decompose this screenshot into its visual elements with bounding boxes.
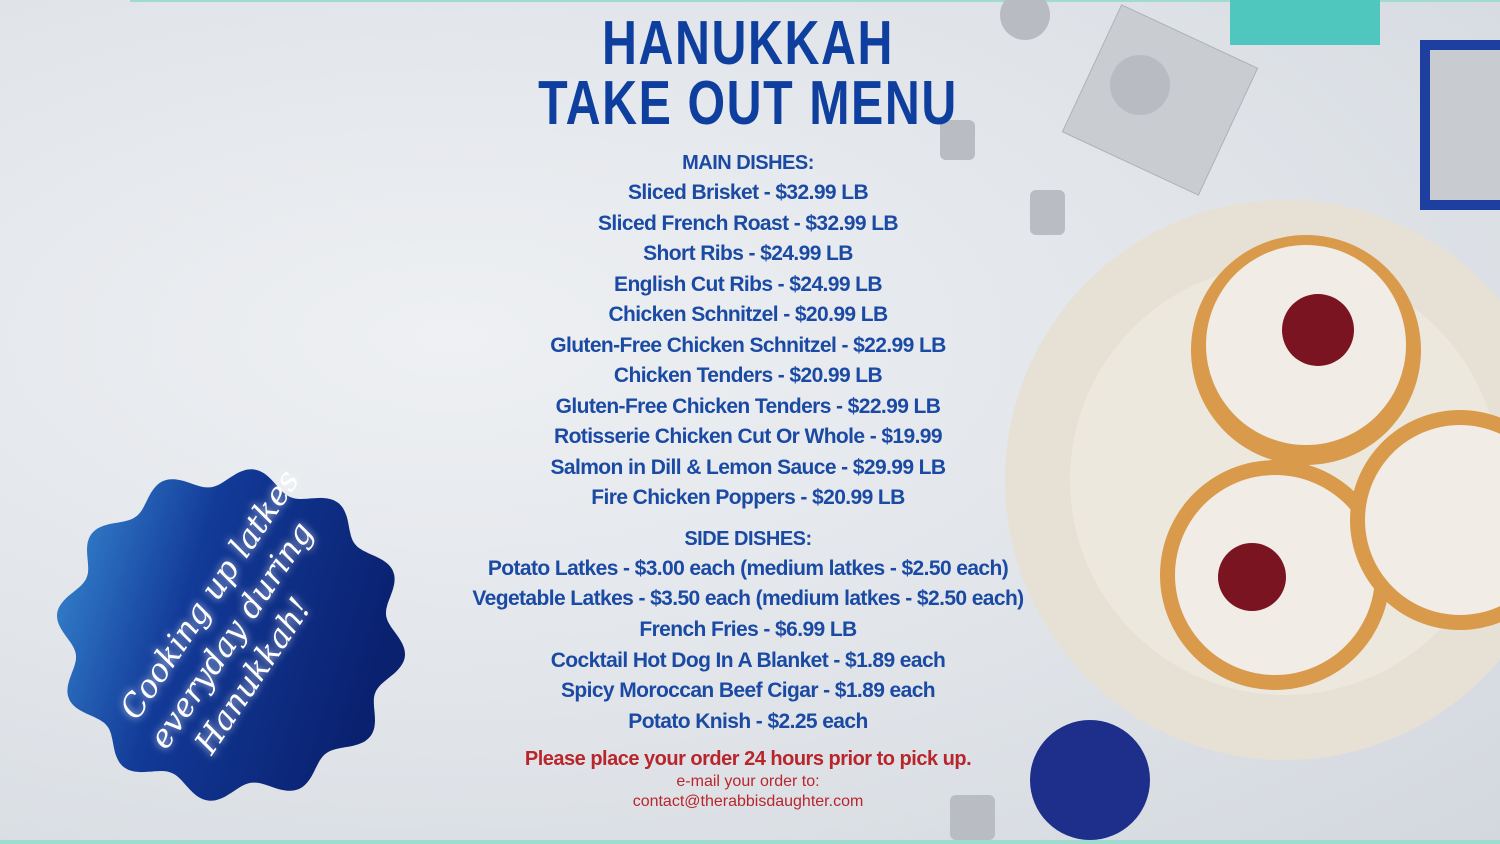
- main-dishes-heading: MAIN DISHES:: [682, 152, 814, 174]
- menu-item: Cocktail Hot Dog In A Blanket - $1.89 ea…: [550, 648, 946, 672]
- bow-icon: [1110, 55, 1170, 115]
- bow-icon: [1000, 0, 1050, 40]
- gift-box-icon: [1230, 0, 1380, 45]
- email-label: e-mail your order to:: [676, 772, 820, 790]
- menu-item: Gluten-Free Chicken Schnitzel - $22.99 L…: [550, 333, 946, 357]
- menu-item: Rotisserie Chicken Cut Or Whole - $19.99: [554, 425, 943, 448]
- menu-item: Sliced French Roast - $32.99 LB: [597, 211, 899, 235]
- gift-box-icon: [1430, 50, 1500, 200]
- email-address[interactable]: contact@therabbisdaughter.com: [632, 792, 864, 810]
- bow-icon: [1030, 720, 1150, 840]
- menu: HANUKKAH TAKE OUT MENU MAIN DISHES: Slic…: [400, 0, 1096, 812]
- menu-title: HANUKKAH TAKE OUT MENU: [477, 9, 1020, 138]
- order-notice: Please place your order 24 hours prior t…: [524, 747, 972, 770]
- menu-item: Fire Chicken Poppers - $20.99 LB: [591, 486, 905, 509]
- main-dishes-list: Sliced Brisket - $32.99 LB Sliced French …: [400, 178, 1096, 514]
- dreidel-icon: [1030, 190, 1065, 235]
- menu-item: Chicken Schnitzel - $20.99 LB: [608, 303, 888, 326]
- dreidel-icon: [940, 120, 975, 160]
- title-line: TAKE OUT MENU: [538, 69, 958, 138]
- menu-item: Sliced Brisket - $32.99 LB: [627, 181, 869, 204]
- decoration-photo: [940, 0, 1500, 840]
- badge-text: Cooking up latkes everyday during Hanukk…: [50, 462, 412, 808]
- menu-item: French Fries - $6.99 LB: [639, 617, 857, 641]
- menu-item: Potato Knish - $2.25 each: [628, 710, 868, 734]
- top-border: [130, 0, 1500, 2]
- menu-item: Chicken Tenders - $20.99 LB: [613, 364, 883, 387]
- title-line: HANUKKAH: [602, 9, 894, 78]
- badge-seal: [57, 469, 405, 801]
- menu-item: Potato Latkes - $3.00 each (medium latke…: [487, 556, 1009, 580]
- side-dishes-heading: SIDE DISHES:: [684, 527, 812, 550]
- menu-item: English Cut Ribs - $24.99 LB: [614, 272, 883, 296]
- menu-item: Short Ribs - $24.99 LB: [643, 242, 853, 265]
- menu-item: Spicy Moroccan Beef Cigar - $1.89 each: [560, 679, 936, 703]
- menu-item: Vegetable Latkes - $3.50 each (medium la…: [472, 587, 1024, 611]
- menu-item: Salmon in Dill & Lemon Sauce - $29.99 LB: [550, 455, 947, 479]
- side-dishes-list: Potato Latkes - $3.00 each (medium latke…: [400, 554, 1096, 738]
- bottom-border: [0, 840, 1500, 844]
- menu-item: Gluten-Free Chicken Tenders - $22.99 LB: [555, 394, 941, 418]
- dreidel-icon: [950, 795, 995, 840]
